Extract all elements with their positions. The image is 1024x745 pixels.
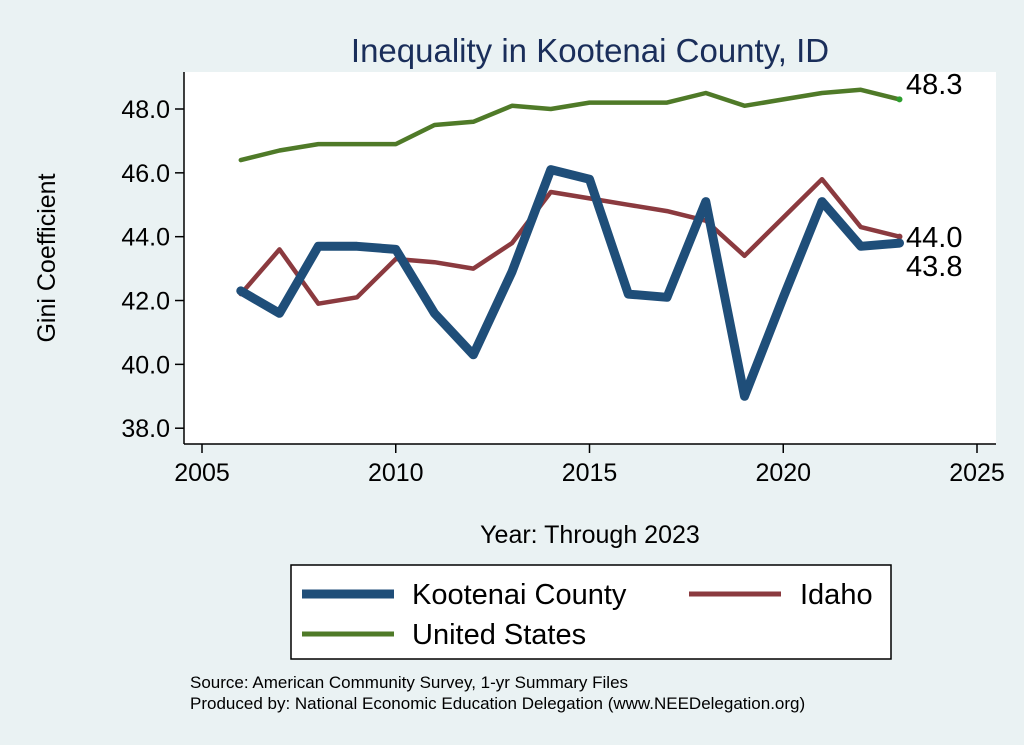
series-end-point [896,96,903,103]
x-tick-label: 2020 [755,459,811,487]
y-axis: 38.0 40.0 42.0 44.0 46.0 48.0 [121,72,185,444]
x-axis-label: Year: Through 2023 [480,521,700,549]
legend-box [290,564,892,660]
y-tick-label: 38.0 [121,415,170,443]
y-tick-label: 44.0 [121,224,170,252]
legend-label-idaho: Idaho [800,579,873,611]
x-tick-label: 2015 [562,459,618,487]
legend-label-united-states: United States [412,619,586,651]
x-tick-label: 2025 [949,459,1005,487]
x-axis: 2005 2010 2015 2020 2025 [174,443,1005,487]
y-axis-label: Gini Coefficient [33,173,61,342]
legend-label-kootenai: Kootenai County [412,579,627,611]
series-line-united-states [238,87,902,163]
series-end-point [896,233,903,240]
produced-by-note: Produced by: National Economic Education… [190,694,805,713]
end-label-kootenai-county: 43.8 [906,251,962,283]
series-line-kootenai-county [236,165,904,401]
series-end-point [895,239,904,248]
y-tick-label: 42.0 [121,288,170,316]
end-label-united-states: 48.3 [906,69,962,101]
chart-title: Inequality in Kootenai County, ID [351,32,829,69]
x-tick-label: 2005 [174,459,230,487]
end-label-idaho: 44.0 [906,222,962,254]
y-tick-label: 46.0 [121,160,170,188]
y-tick-label: 48.0 [121,96,170,124]
plot-area [184,72,996,444]
x-tick-label: 2010 [368,459,424,487]
source-note: Source: American Community Survey, 1-yr … [190,673,628,692]
end-labels: 43.844.0 48.3 [906,69,962,283]
series-line-idaho [238,176,902,306]
y-tick-label: 40.0 [121,351,170,379]
series-group [236,87,904,401]
legend: Kootenai County Idaho United States [290,564,892,660]
